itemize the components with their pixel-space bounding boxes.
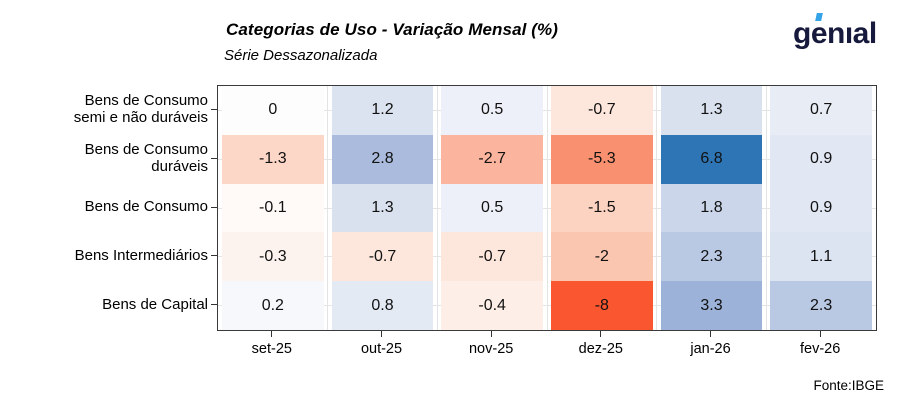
heatmap-cell: 1.1 [770,232,872,282]
heatmap-cell: -0.7 [331,232,434,282]
gridline-vertical [436,86,438,330]
heatmap-cell: -1.5 [551,183,653,233]
y-axis-label: Bens de Consumo semi e não duráveis [73,91,208,127]
x-axis-label: jan-26 [690,341,731,357]
y-axis-tick [211,304,217,306]
y-axis-label: Bens Intermediários [74,247,208,265]
y-axis-tick [211,108,217,110]
heatmap-cell: 0 [222,86,324,135]
heatmap-cell: -8 [551,281,653,330]
heatmap-cell: 0.5 [441,86,543,135]
heatmap-cell: -0.1 [222,183,324,233]
genial-logo: g enıal [793,13,877,51]
heatmap-cell: 6.8 [660,134,763,184]
x-axis-label: fev-26 [800,341,841,357]
heatmap-cell: 1.3 [660,86,763,135]
heatmap-cell: 2.3 [660,232,763,282]
heatmap-cell: 1.2 [331,86,434,135]
x-axis-tick [490,331,492,337]
heatmap-cell: -5.3 [551,134,653,184]
x-axis-tick [819,331,821,337]
gridline-vertical [656,86,658,330]
x-axis-tick [600,331,602,337]
x-axis-label: nov-25 [468,341,514,357]
y-axis-tick [211,255,217,257]
logo-accented-letter: e [811,13,828,51]
chart-title: Categorias de Uso - Variação Mensal (%) [226,20,559,39]
gridline-vertical [327,86,329,330]
y-axis-label: Bens de Capital [102,295,208,313]
heatmap-panel: 0 1.2 0.5 -0.7 1.3 0.7 -1.3 2.8 -2.7 -5.3 6.8 0.9 -0… [217,85,877,331]
y-axis-label: Bens de Consumo [84,198,208,216]
x-axis-tick [710,331,711,337]
x-axis-label: dez-25 [578,341,623,357]
y-axis-tick [211,157,217,159]
heatmap-cell: 1.3 [331,183,434,233]
heatmap-cell: 0.7 [770,86,872,135]
heatmap-cell: -0.7 [441,232,543,282]
source-note: Fonte:IBGE [813,378,884,393]
x-axis-label: set-25 [251,341,292,357]
heatmap-cell: 0.5 [441,183,543,233]
heatmap-cell: -0.3 [222,232,324,282]
gridline-vertical [546,86,548,330]
logo-text-start: g [793,17,811,50]
heatmap-cell: -2.7 [441,134,543,184]
heatmap-cell: -0.4 [441,281,543,330]
heatmap-cell: 0.9 [770,183,872,233]
chart-subtitle: Série Dessazonalizada [224,47,378,64]
y-axis-tick [211,206,217,208]
x-axis-tick [381,331,382,337]
logo-text-end: nıal [827,17,877,50]
x-axis-tick [271,331,273,337]
heatmap-cell: 1.8 [660,183,763,233]
heatmap-cell: -1.3 [222,134,324,184]
heatmap-cell: 2.3 [770,281,872,330]
heatmap-cell: 3.3 [660,281,763,330]
heatmap-cell: 0.2 [222,281,324,330]
y-axis-label: Bens de Consumo duráveis [84,140,208,176]
heatmap-cell: 2.8 [331,134,434,184]
x-axis-label: out-25 [360,341,403,357]
gridline-vertical [765,86,767,330]
heatmap-cell: -0.7 [551,86,653,135]
heatmap-cell: -2 [551,232,653,282]
heatmap-cell: 0.8 [331,281,434,330]
heatmap-cell: 0.9 [770,134,872,184]
